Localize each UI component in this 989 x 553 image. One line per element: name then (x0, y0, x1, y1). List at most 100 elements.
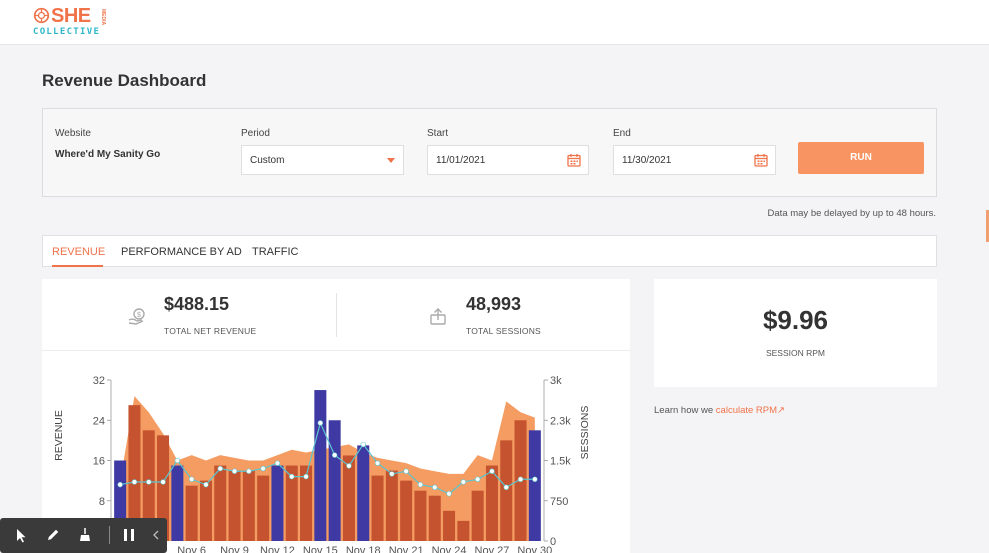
revenue-bar (528, 430, 541, 541)
x-tick-label: Nov 24 (432, 545, 467, 553)
total-sessions-value: 48,993 (466, 294, 522, 314)
broom-icon[interactable] (76, 526, 94, 544)
y-tick-label: 32 (93, 375, 105, 387)
trend-point (503, 484, 509, 491)
revenue-bar (128, 405, 141, 541)
toolbar-separator (109, 526, 110, 544)
revenue-bar (300, 465, 313, 541)
revenue-bar (485, 465, 498, 541)
trend-point (403, 468, 409, 474)
revenue-bar (271, 465, 284, 541)
x-tick-label: Nov 30 (517, 545, 552, 553)
calendar-icon[interactable] (754, 153, 768, 167)
revenue-bar (199, 480, 212, 541)
y2-tick-label: 750 (550, 496, 568, 508)
tab-traffic[interactable]: TRAFFIC (252, 246, 299, 258)
trend-point (317, 420, 324, 426)
cursor-icon[interactable] (12, 526, 30, 544)
period-select[interactable]: Custom (241, 145, 404, 175)
trend-point (532, 476, 538, 482)
revenue-bar (357, 445, 370, 541)
trend-point (174, 457, 181, 464)
x-tick-label: Nov 15 (303, 545, 338, 553)
tab-performance-by-ad[interactable]: PERFORMANCE BY AD (121, 246, 242, 258)
tab-revenue[interactable]: REVENUE (52, 246, 106, 258)
x-tick-label: Nov 12 (260, 545, 295, 553)
y2-tick-label: 1.5k (550, 456, 571, 468)
x-tick-label: Nov 6 (177, 545, 206, 553)
trend-point (389, 471, 395, 477)
revenue-bar (142, 430, 155, 541)
flower-icon (33, 7, 50, 24)
period-label: Period (241, 128, 270, 139)
chevron-left-icon[interactable] (150, 526, 162, 544)
run-button[interactable]: RUN (798, 142, 924, 174)
website-value: Where'd My Sanity Go (55, 149, 161, 160)
active-tab-indicator (52, 265, 103, 267)
end-date-value: 11/30/2021 (622, 155, 672, 166)
x-tick-label: Nov 27 (475, 545, 510, 553)
pause-icon[interactable] (120, 526, 138, 544)
trend-point (360, 441, 366, 448)
website-label: Website (55, 128, 91, 139)
trend-point (303, 473, 309, 480)
trend-point (289, 473, 295, 480)
y2-tick-label: 2.3k (550, 415, 571, 427)
x-tick-label: Nov 21 (389, 545, 424, 553)
revenue-bar (428, 495, 441, 541)
brand-name: SHE (51, 5, 91, 27)
revenue-bar (214, 465, 227, 541)
session-rpm-label: SESSION RPM (765, 348, 826, 358)
revenue-bar (400, 480, 413, 541)
chevron-down-icon (387, 158, 395, 163)
revenue-bar (328, 420, 341, 541)
trend-point (489, 468, 495, 474)
revenue-bar (157, 435, 170, 541)
revenue-bar (414, 490, 427, 541)
end-label: End (613, 128, 631, 139)
revenue-bar (443, 510, 456, 541)
trend-point (474, 476, 481, 482)
scroll-indicator[interactable] (986, 210, 989, 242)
trend-point (203, 481, 209, 488)
svg-text:$: $ (137, 312, 141, 319)
revenue-bar (242, 470, 255, 541)
start-label: Start (427, 128, 449, 139)
y-axis-label: REVENUE (53, 410, 65, 461)
revenue-bar (228, 470, 241, 541)
trend-point (274, 460, 281, 466)
trend-point (260, 465, 266, 472)
y-tick-label: 24 (93, 415, 105, 427)
revenue-bar (285, 465, 298, 541)
brand-sub: COLLECTIVE (33, 27, 101, 37)
upload-icon (430, 308, 446, 325)
trend-point (432, 484, 438, 491)
calculate-rpm-link-text: calculate RPM (715, 405, 778, 416)
trend-point (246, 468, 252, 474)
total-net-revenue-label: TOTAL NET REVENUE (164, 326, 257, 336)
trend-point (446, 491, 452, 497)
revenue-bar (171, 465, 184, 541)
calculate-rpm-link[interactable]: calculate RPM↗ (716, 405, 785, 416)
learn-prefix: Learn how we (654, 405, 716, 416)
start-date-input[interactable]: 11/01/2021 (427, 145, 589, 175)
y-tick-label: 8 (99, 496, 105, 508)
revenue-bar (342, 455, 355, 541)
she-collective-logo[interactable]: SHE MEDIA COLLECTIVE (33, 5, 113, 40)
external-link-icon: ↗ (777, 405, 786, 416)
page-title: Revenue Dashboard (42, 71, 207, 90)
total-sessions-label: TOTAL SESSIONS (466, 326, 541, 336)
calendar-icon[interactable] (567, 153, 581, 167)
end-date-input[interactable]: 11/30/2021 (613, 145, 776, 175)
brand-tag: MEDIA (100, 9, 106, 26)
top-bar: SHE MEDIA COLLECTIVE (0, 0, 989, 45)
trend-point (160, 479, 166, 485)
trend-point (374, 460, 381, 466)
filters-panel: Website Where'd My Sanity Go Period Cust… (42, 108, 937, 197)
revenue-bar (185, 485, 198, 541)
x-tick-label: Nov 9 (220, 545, 249, 553)
y2-axis-label: SESSIONS (579, 406, 591, 460)
pencil-icon[interactable] (44, 526, 62, 544)
